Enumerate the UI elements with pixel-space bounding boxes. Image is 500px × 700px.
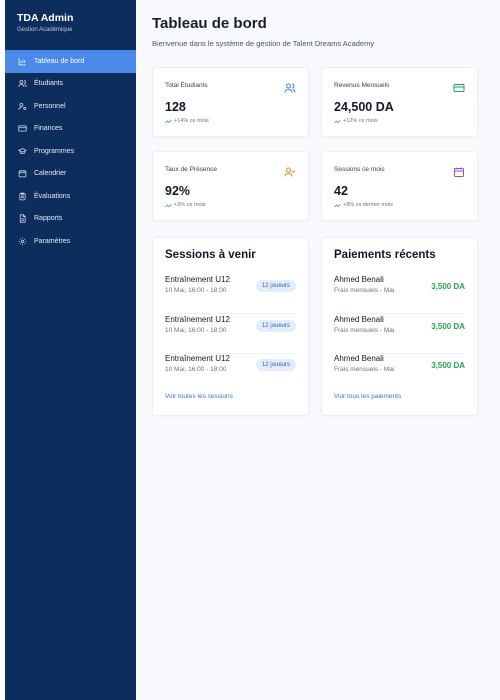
page-title: Tableau de bord bbox=[152, 15, 267, 32]
sidebar-nav: Tableau de bord Étudiants Personnel Fina… bbox=[5, 50, 136, 253]
payment-item[interactable]: Ahmed Benali Frais mensuels - Mai 3,500 … bbox=[334, 275, 465, 314]
brand-title: TDA Admin bbox=[17, 12, 74, 24]
session-badge: 12 joueurs bbox=[255, 280, 296, 292]
stat-label: Revenus Mensuels bbox=[334, 82, 390, 89]
sidebar-item-parametres[interactable]: Paramètres bbox=[5, 230, 136, 253]
session-title: Entraînement U12 bbox=[165, 315, 230, 324]
payment-name: Ahmed Benali bbox=[334, 315, 384, 324]
sidebar-item-evaluations[interactable]: Évaluations bbox=[5, 185, 136, 208]
stat-trend-text: +3% ce mois bbox=[174, 202, 206, 208]
sidebar-item-label: Personnel bbox=[34, 102, 66, 110]
stat-card-taux-presence: Taux de Présence 92% +3% ce mois bbox=[152, 151, 309, 221]
view-all-sessions-link[interactable]: Voir toutes les sessions bbox=[165, 393, 233, 400]
sidebar-item-label: Finances bbox=[34, 125, 63, 133]
payment-name: Ahmed Benali bbox=[334, 275, 384, 284]
sidebar-item-label: Paramètres bbox=[34, 237, 71, 245]
payment-amount: 3,500 DA bbox=[431, 322, 465, 331]
payment-desc: Frais mensuels - Mai bbox=[334, 287, 395, 294]
session-title: Entraînement U12 bbox=[165, 275, 230, 284]
calendar-icon bbox=[18, 170, 27, 178]
payment-desc: Frais mensuels - Mai bbox=[334, 327, 395, 334]
stat-trend: +14% ce mois bbox=[165, 118, 209, 124]
user-cog-icon bbox=[18, 102, 27, 110]
trend-up-icon bbox=[334, 203, 341, 207]
gear-icon bbox=[18, 237, 27, 245]
credit-card-icon bbox=[18, 125, 27, 132]
sidebar-item-etudiants[interactable]: Étudiants bbox=[5, 73, 136, 96]
sidebar-item-personnel[interactable]: Personnel bbox=[5, 95, 136, 118]
sidebar-item-tableau-de-bord[interactable]: Tableau de bord bbox=[5, 50, 136, 73]
sidebar-item-label: Programmes bbox=[34, 147, 75, 155]
session-item[interactable]: Entraînement U12 10 Mai, 16:00 - 18:00 1… bbox=[165, 354, 296, 393]
payment-desc: Frais mensuels - Mai bbox=[334, 366, 395, 373]
users-icon bbox=[18, 80, 27, 88]
clipboard-icon bbox=[19, 192, 26, 200]
sidebar-item-programmes[interactable]: Programmes bbox=[5, 140, 136, 163]
view-all-payments-link[interactable]: Voir tous les paiements bbox=[334, 393, 402, 400]
file-text-icon bbox=[19, 214, 26, 223]
stat-trend-text: +8% vs dernier mois bbox=[343, 202, 393, 208]
stat-trend: +8% vs dernier mois bbox=[334, 202, 393, 208]
session-time: 10 Mai, 16:00 - 18:00 bbox=[165, 287, 227, 294]
stat-value: 92% bbox=[165, 184, 191, 198]
sessions-title: Sessions à venir bbox=[165, 249, 256, 261]
session-title: Entraînement U12 bbox=[165, 354, 230, 363]
sidebar-item-label: Étudiants bbox=[34, 80, 64, 88]
sidebar-item-finances[interactable]: Finances bbox=[5, 118, 136, 141]
payment-amount: 3,500 DA bbox=[431, 361, 465, 370]
stat-label: Sessions ce mois bbox=[334, 166, 385, 173]
trend-up-icon bbox=[334, 119, 341, 123]
trend-up-icon bbox=[165, 203, 172, 207]
session-badge: 12 joueurs bbox=[255, 359, 296, 371]
brand: TDA Admin Gestion Académique bbox=[5, 0, 136, 50]
stat-trend-text: +14% ce mois bbox=[174, 118, 209, 124]
stat-label: Taux de Présence bbox=[165, 166, 218, 173]
session-badge: 12 joueurs bbox=[255, 320, 296, 332]
sidebar-item-label: Évaluations bbox=[34, 192, 71, 200]
users-icon bbox=[284, 83, 296, 93]
stat-card-revenus-mensuels: Revenus Mensuels 24,500 DA +12% ce mois bbox=[321, 67, 478, 137]
stat-trend-text: +12% ce mois bbox=[343, 118, 378, 124]
sidebar-item-calendrier[interactable]: Calendrier bbox=[5, 163, 136, 186]
sidebar-item-label: Tableau de bord bbox=[34, 57, 85, 65]
trend-up-icon bbox=[165, 119, 172, 123]
payment-name: Ahmed Benali bbox=[334, 354, 384, 363]
stat-card-sessions-mois: Sessions ce mois 42 +8% vs dernier mois bbox=[321, 151, 478, 221]
user-check-icon bbox=[284, 167, 296, 177]
stat-value: 24,500 DA bbox=[334, 100, 394, 114]
credit-card-icon bbox=[453, 84, 465, 92]
stat-trend: +3% ce mois bbox=[165, 202, 206, 208]
brand-subtitle: Gestion Académique bbox=[17, 27, 73, 33]
stat-trend: +12% ce mois bbox=[334, 118, 378, 124]
payments-title: Paiements récents bbox=[334, 249, 436, 261]
payment-item[interactable]: Ahmed Benali Frais mensuels - Mai 3,500 … bbox=[334, 315, 465, 354]
session-time: 10 Mai, 16:00 - 18:00 bbox=[165, 327, 227, 334]
stat-card-total-etudiants: Total Étudiants 128 +14% ce mois bbox=[152, 67, 309, 137]
page-subtitle: Bienvenue dans le système de gestion de … bbox=[152, 39, 375, 48]
sidebar: TDA Admin Gestion Académique Tableau de … bbox=[5, 0, 136, 700]
sidebar-item-label: Rapports bbox=[34, 215, 63, 223]
session-time: 10 Mai, 16:00 - 18:00 bbox=[165, 366, 227, 373]
stat-label: Total Étudiants bbox=[165, 82, 208, 89]
main-content: Tableau de bord Bienvenue dans le systèm… bbox=[136, 0, 500, 700]
session-item[interactable]: Entraînement U12 10 Mai, 16:00 - 18:00 1… bbox=[165, 315, 296, 354]
sidebar-item-label: Calendrier bbox=[34, 170, 67, 178]
sessions-card: Sessions à venir Entraînement U12 10 Mai… bbox=[152, 237, 309, 416]
stat-value: 128 bbox=[165, 100, 186, 114]
session-item[interactable]: Entraînement U12 10 Mai, 16:00 - 18:00 1… bbox=[165, 275, 296, 314]
graduation-cap-icon bbox=[18, 147, 27, 154]
payment-amount: 3,500 DA bbox=[431, 282, 465, 291]
payments-card: Paiements récents Ahmed Benali Frais men… bbox=[321, 237, 478, 416]
payment-item[interactable]: Ahmed Benali Frais mensuels - Mai 3,500 … bbox=[334, 354, 465, 393]
calendar-icon bbox=[454, 167, 464, 177]
stat-value: 42 bbox=[334, 184, 348, 198]
sidebar-item-rapports[interactable]: Rapports bbox=[5, 208, 136, 231]
bar-chart-icon bbox=[18, 57, 26, 65]
